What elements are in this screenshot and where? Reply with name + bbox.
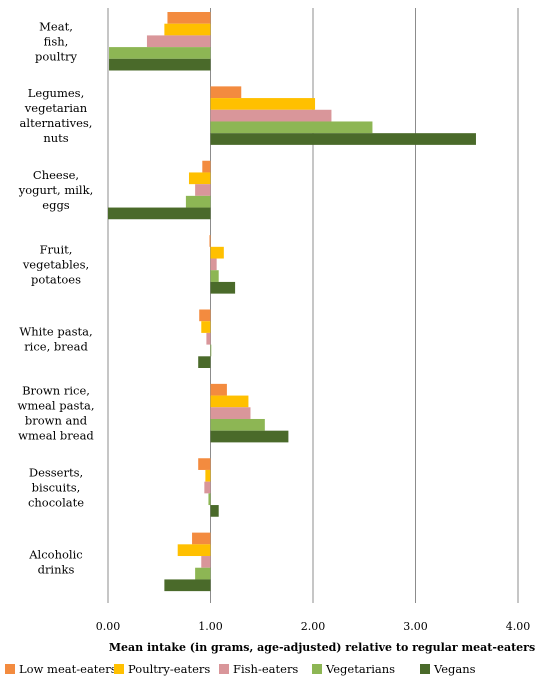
legend-swatch: [5, 664, 15, 674]
grid-lines: [107, 8, 519, 603]
bar: [210, 98, 316, 110]
legend-label: Vegetarians: [325, 662, 395, 676]
x-tick-label: 0.00: [96, 620, 121, 633]
bar: [108, 207, 211, 220]
bar: [164, 579, 211, 592]
legend-label: Low meat-eaters: [19, 662, 117, 676]
x-tick-label: 1.00: [198, 620, 223, 633]
category-label: Desserts, biscuits, chocolate: [28, 466, 84, 510]
category-labels: Meat, fish, poultry Legumes, vegetarian alter…: [18, 19, 95, 576]
bar: [206, 332, 211, 345]
bar: [198, 356, 211, 368]
category-label: White pasta, rice, bread: [19, 324, 92, 353]
bar: [185, 195, 211, 208]
bar: [210, 133, 476, 145]
bar: [210, 270, 219, 282]
bar: [146, 35, 211, 48]
legend-label: Poultry-eaters: [128, 662, 210, 676]
bar: [109, 58, 211, 71]
bar: [210, 407, 251, 419]
legend-swatch: [312, 664, 322, 674]
bar: [210, 383, 227, 396]
bar: [210, 505, 219, 517]
bar: [210, 86, 242, 99]
bar: [201, 556, 211, 568]
bar: [210, 430, 289, 443]
legend-label: Fish-eaters: [233, 662, 298, 676]
x-tick-label: 2.00: [301, 620, 326, 633]
bar: [209, 235, 211, 247]
x-tick-labels: 0.00 1.00 2.00 3.00 4.00: [96, 620, 531, 633]
bar: [210, 281, 236, 294]
bar: [210, 258, 217, 271]
legend-swatch: [219, 664, 229, 674]
x-tick-label: 4.00: [506, 620, 531, 633]
bar: [164, 23, 211, 36]
x-axis-title: Mean intake (in grams, age-adjusted) rel…: [109, 641, 535, 654]
bar: [210, 418, 265, 431]
category-label: Fruit, vegetables, potatoes: [22, 242, 89, 286]
bar: [167, 12, 211, 24]
bar: [202, 160, 211, 173]
bar: [208, 493, 211, 506]
bar: [109, 47, 211, 59]
bar: [210, 344, 212, 357]
bar: [195, 567, 211, 580]
legend: Low meat-eaters Poultry-eaters Fish-eaters…: [5, 662, 476, 676]
bar: [210, 121, 373, 134]
bars: [108, 12, 476, 592]
x-tick-label: 3.00: [403, 620, 428, 633]
legend-swatch: [420, 664, 430, 674]
bar: [205, 469, 211, 482]
bar: [188, 172, 211, 185]
category-label: Cheese, yogurt, milk, eggs: [18, 168, 94, 212]
bar: [201, 321, 211, 333]
category-label: Meat, fish, poultry: [35, 19, 77, 63]
bar: [177, 544, 211, 557]
legend-swatch: [114, 664, 124, 674]
bar: [210, 109, 332, 122]
bar: [210, 246, 224, 259]
category-label: Legumes, vegetarian alternatives, nuts: [20, 86, 93, 145]
bar: [198, 458, 211, 470]
bar: [195, 184, 211, 196]
bar: [204, 481, 211, 494]
category-label: Brown rice, wmeal pasta, brown and wmeal br…: [18, 384, 95, 443]
category-label: Alcoholic drinks: [28, 547, 82, 576]
bar: [192, 532, 211, 545]
bar: [210, 395, 249, 408]
bar: [199, 309, 211, 322]
legend-label: Vegans: [433, 662, 476, 676]
